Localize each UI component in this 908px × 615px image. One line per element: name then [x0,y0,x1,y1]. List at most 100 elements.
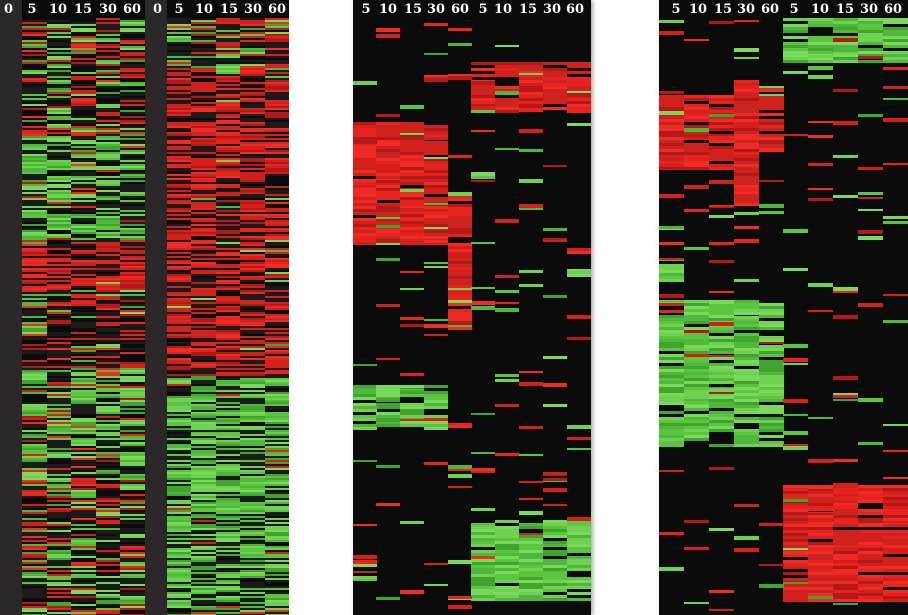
heatmap-cell [95,98,121,100]
heatmap-cell [95,612,121,614]
heatmap-cell [191,398,216,400]
heatmap-cell [120,562,145,564]
heatmap-cell [264,104,289,106]
heatmap-cell [71,186,96,188]
heatmap-cell [264,480,289,482]
heatmap-cell [215,570,241,572]
heatmap-cell [191,202,216,204]
heatmap-cell [659,470,684,472]
heatmap-cell [167,316,192,318]
heatmap-cell [95,444,121,446]
heatmap-cell [759,125,784,128]
heatmap-cell [264,148,289,150]
heatmap-cell [709,300,734,304]
heatmap-cell [759,94,784,96]
heatmap-cell [353,203,377,206]
heatmap-cell [95,194,121,196]
heatmap-cell [22,498,47,500]
heatmap-cell [264,416,289,418]
heatmap-cell [71,508,96,510]
heatmap-cell [167,424,192,426]
heatmap-cell [120,150,145,152]
heatmap-cell [495,308,519,312]
heatmap-cell [71,528,96,530]
heatmap-cell [240,390,265,392]
heatmap-cell [120,556,145,558]
heatmap-cell [240,282,265,284]
heatmap-cell [191,258,216,260]
heatmap-cell [264,96,289,98]
heatmap-cell [240,566,265,568]
heatmap-cell [240,558,265,560]
heatmap-cell [191,150,216,152]
heatmap-cell [22,230,47,232]
heatmap-cell [191,594,216,596]
heatmap-cell [46,166,72,168]
heatmap-cell [240,146,265,148]
heatmap-cell [71,368,96,370]
heatmap-cell [471,544,495,547]
heatmap-cell [543,165,567,167]
heatmap-cell [95,100,121,102]
heatmap-cell [71,32,96,34]
heatmap-cell [71,322,96,324]
heatmap-cell [264,38,289,40]
heatmap-cell [858,566,883,569]
heatmap-cell [167,362,192,364]
heatmap-cell [734,360,759,363]
heatmap-cell [191,126,216,128]
heatmap-cell [120,564,145,566]
heatmap-cell [264,392,289,394]
heatmap-cell [95,360,121,362]
heatmap-cell [46,280,72,282]
heatmap-cell [264,524,289,526]
heatmap-cell [353,161,377,164]
heatmap-cell [120,596,145,598]
heatmap-cell [883,575,908,578]
heatmap-cell [215,224,241,226]
heatmap-cell [120,370,145,372]
heatmap-cell [471,565,495,568]
heatmap-cell [240,610,265,612]
heatmap-cell [191,224,216,226]
heatmap-cell [191,92,216,94]
heatmap-cell [191,578,216,580]
heatmap-cell [46,462,72,464]
heatmap-cell [191,388,216,390]
heatmap-cell [734,182,759,185]
heatmap-cell [191,276,216,278]
heatmap-cell [167,296,192,298]
heatmap-cell [734,318,759,321]
heatmap-cell [191,448,216,450]
heatmap-cell [833,38,858,42]
heatmap-cell [120,262,145,264]
heatmap-cell [167,422,192,424]
column-label: 15 [403,2,423,17]
heatmap-cell [95,292,121,294]
heatmap-cell [240,592,265,594]
heatmap-cell [191,242,216,244]
heatmap-cell [471,98,495,101]
heatmap-cell [46,182,72,184]
heatmap-cell [240,612,265,614]
heatmap-cell [22,340,47,342]
heatmap-cell [22,398,47,400]
heatmap-cell [240,156,265,158]
heatmap-cell [95,490,121,492]
heatmap-cell [191,178,216,180]
heatmap-cell [240,600,265,602]
heatmap-cell [424,170,448,173]
heatmap-cell [759,387,784,390]
heatmap-cell [71,70,96,72]
heatmap-cell [46,482,72,484]
heatmap-cell [46,528,72,530]
heatmap-cell [71,166,96,168]
heatmap-cell [191,84,216,86]
heatmap-cell [759,378,784,381]
heatmap-cell [71,182,96,184]
heatmap-cell [22,470,47,472]
heatmap-cell [71,608,96,610]
heatmap-cell [495,374,519,377]
heatmap-cell [46,386,72,388]
heatmap-cell [833,503,858,506]
